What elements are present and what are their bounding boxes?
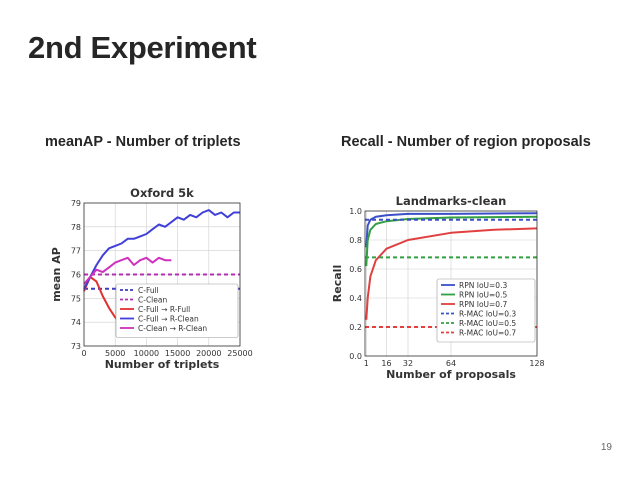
x-tick-label: 20000 xyxy=(196,349,221,358)
series-line-rpn-iou-0-3 xyxy=(365,212,538,248)
legend-box xyxy=(436,278,536,343)
x-tick-label: 1 xyxy=(364,359,369,368)
y-tick-label: 74 xyxy=(71,318,81,327)
y-tick-label: 76 xyxy=(71,271,81,280)
chart-title: Oxford 5k xyxy=(130,186,194,200)
landmarks-recall-chart: Landmarks-clean 0.0 0.2 0.4 0.6 0.8 1.0 1 16 32 64… xyxy=(331,194,545,381)
plot-frame xyxy=(364,210,538,357)
legend-entry-c-clean-r-clean: C-Clean → R-Clean xyxy=(138,324,207,333)
chart-title: Landmarks-clean xyxy=(396,194,507,208)
legend-entry-r-mac-iou-0-7: R-MAC IoU=0.7 xyxy=(459,328,516,337)
legend-entry-r-mac-iou-0-3: R-MAC IoU=0.3 xyxy=(459,309,516,318)
y-tick-label: 0.8 xyxy=(349,236,362,245)
legend-entry-c-full-r-clean: C-Full → R-Clean xyxy=(138,314,199,323)
x-tick-label: 10000 xyxy=(134,349,159,358)
x-tick-label: 64 xyxy=(446,359,456,368)
y-tick-label: 0.6 xyxy=(349,265,362,274)
y-axis-label: mean AP xyxy=(50,247,63,302)
legend-entry-c-clean: C-Clean xyxy=(138,295,167,304)
slide-title: 2nd Experiment xyxy=(28,30,257,65)
y-tick-label: 75 xyxy=(71,294,81,303)
x-tick-label: 16 xyxy=(381,359,391,368)
y-tick-label: 77 xyxy=(71,247,81,256)
legend-entry-rpn-iou-0-3: RPN IoU=0.3 xyxy=(459,281,507,290)
x-tick-label: 0 xyxy=(81,349,86,358)
plot-frame xyxy=(83,202,241,347)
x-tick-label: 32 xyxy=(403,359,413,368)
y-tick-label: 0.2 xyxy=(349,323,362,332)
page-number: 19 xyxy=(600,442,612,453)
y-tick-label: 78 xyxy=(71,223,81,232)
y-axis-label: Recall xyxy=(331,265,344,302)
legend-entry-r-mac-iou-0-5: R-MAC IoU=0.5 xyxy=(459,319,516,328)
y-tick-label: 0.4 xyxy=(349,294,362,303)
left-chart-caption: meanAP - Number of triplets xyxy=(45,134,241,150)
series-line-rpn-iou-0-7 xyxy=(365,227,538,320)
y-tick-label: 79 xyxy=(71,199,81,208)
legend-entry-rpn-iou-0-5: RPN IoU=0.5 xyxy=(459,290,507,299)
x-tick-label: 15000 xyxy=(165,349,190,358)
series-line-c-full-r-clean xyxy=(83,209,240,290)
legend-box xyxy=(115,283,239,338)
series-line-c-clean-r-clean xyxy=(83,256,172,285)
x-tick-label: 25000 xyxy=(227,349,252,358)
x-tick-label: 5000 xyxy=(105,349,125,358)
legend-entry-rpn-iou-0-7: RPN IoU=0.7 xyxy=(459,300,507,309)
x-axis-label: Number of proposals xyxy=(386,368,516,381)
legend-entry-c-full-r-full: C-Full → R-Full xyxy=(138,305,190,314)
legend-entry-c-full: C-Full xyxy=(138,286,159,295)
y-tick-label: 0.0 xyxy=(349,352,362,361)
x-axis-label: Number of triplets xyxy=(105,358,220,371)
series-line-rpn-iou-0-5 xyxy=(365,215,538,267)
y-tick-label: 1.0 xyxy=(349,207,362,216)
y-tick-label: 73 xyxy=(71,342,81,351)
oxford-mean-ap-chart: Oxford 5k 73 74 75 76 77 78 79 0 5000 10000 15000 20… xyxy=(50,186,253,371)
x-tick-label: 128 xyxy=(529,359,544,368)
right-chart-caption: Recall - Number of region proposals xyxy=(341,134,591,150)
